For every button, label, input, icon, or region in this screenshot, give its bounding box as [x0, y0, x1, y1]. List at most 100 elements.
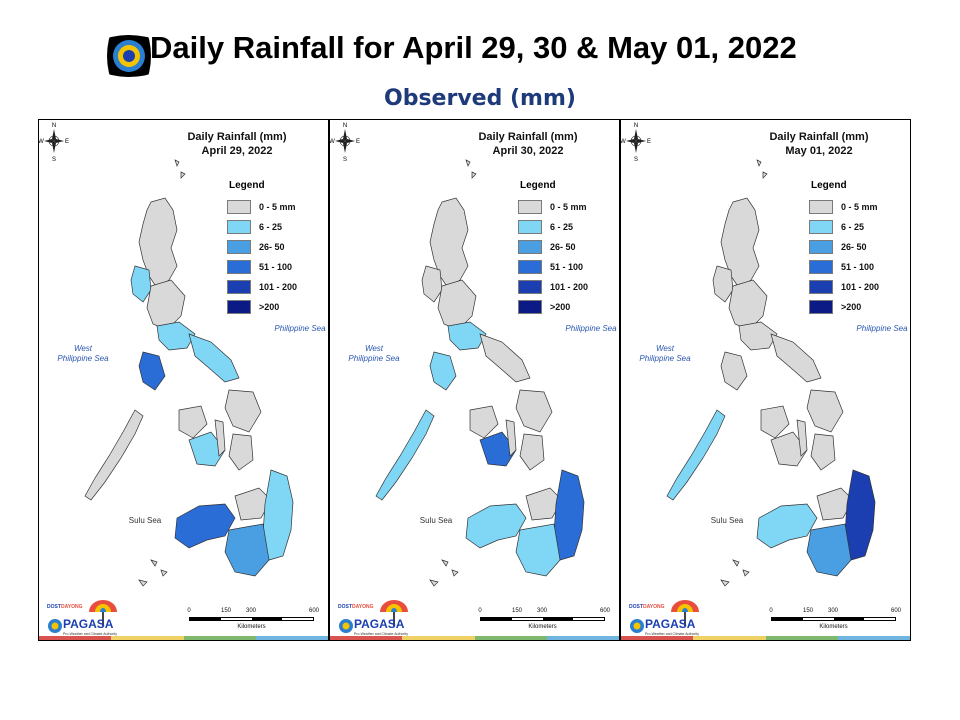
svg-text:DOST: DOST: [629, 604, 643, 610]
scale-tick: 0: [769, 608, 773, 614]
legend-item: >200: [227, 297, 327, 317]
legend-item: 51 - 100: [227, 257, 327, 277]
legend-item: >200: [809, 297, 909, 317]
legend-swatch: [809, 220, 833, 234]
philippine-sea-label: Philippine Sea: [565, 324, 617, 333]
compass-w: W: [39, 139, 44, 145]
legend-label: 6 - 25: [550, 222, 574, 232]
svg-text:DAYONG: DAYONG: [61, 604, 83, 610]
legend-item: 51 - 100: [809, 257, 909, 277]
panel-title-line1: Daily Rainfall (mm): [478, 131, 578, 143]
region-bicol: [479, 333, 531, 383]
west-philippine-sea-label: West Philippine Sea: [639, 344, 691, 363]
region-luzon-west: [421, 265, 443, 303]
region-leyte: [519, 433, 545, 471]
region-mindanao-south: [515, 523, 561, 577]
scale-unit-label: Kilometers: [237, 624, 266, 630]
color-stripe: [330, 636, 619, 640]
compass-w: W: [621, 139, 626, 145]
pagasa-footer-logo: DOST DAYONG PAGASA Pro-Weather and Clima…: [43, 598, 123, 638]
legend-item: 101 - 200: [809, 277, 909, 297]
legend-label: 0 - 5 mm: [550, 202, 587, 212]
legend-label: 0 - 5 mm: [841, 202, 878, 212]
region-mindanao-west: [756, 503, 818, 549]
legend-label: 0 - 5 mm: [259, 202, 296, 212]
philippines-map: [666, 159, 876, 587]
region-samar: [515, 389, 553, 433]
legend-label: 51 - 100: [259, 262, 293, 272]
svg-text:DOST: DOST: [338, 604, 352, 610]
pagasa-logo: [96, 24, 162, 88]
region-mindanao-south: [224, 523, 270, 577]
legend-label: >200: [550, 302, 571, 312]
scale-bar: 0 150 300 600 Kilometers: [761, 608, 906, 638]
legend-swatch: [518, 260, 542, 274]
panel-title-line1: Daily Rainfall (mm): [187, 131, 287, 143]
legend: Legend 0 - 5 mm 6 - 25 26- 50 51 - 100 101 -…: [518, 180, 618, 317]
region-sulu-islands: [429, 559, 459, 587]
region-mindoro: [138, 351, 166, 391]
legend-title: Legend: [229, 180, 265, 191]
region-visayas: [188, 431, 226, 467]
panel-date: April 29, 2022: [201, 145, 273, 157]
scale-unit-label: Kilometers: [528, 624, 557, 630]
legend-item: 0 - 5 mm: [518, 197, 618, 217]
region-mindanao-south: [806, 523, 852, 577]
philippine-sea-label: Philippine Sea: [856, 324, 908, 333]
region-luzon-west: [712, 265, 734, 303]
legend-label: 51 - 100: [550, 262, 584, 272]
philippines-map: [375, 159, 585, 587]
region-bicol: [188, 333, 240, 383]
legend-item: 0 - 5 mm: [809, 197, 909, 217]
compass-n: N: [52, 123, 56, 129]
legend-swatch: [518, 200, 542, 214]
legend-label: 101 - 200: [259, 282, 298, 292]
region-visayas-panay: [469, 405, 499, 439]
svg-text:Pro-Weather and Climate Author: Pro-Weather and Climate Authority: [645, 632, 699, 636]
philippines-map: [84, 159, 294, 587]
legend-swatch: [518, 300, 542, 314]
region-mindanao-west: [465, 503, 527, 549]
legend-swatch: [518, 220, 542, 234]
legend-label: 26- 50: [259, 242, 285, 252]
sulu-sea-label: Sulu Sea: [419, 516, 453, 525]
compass-e: E: [647, 139, 651, 145]
svg-text:PAGASA: PAGASA: [354, 617, 405, 631]
west-philippine-sea-label: West Philippine Sea: [57, 344, 109, 363]
legend-title: Legend: [520, 180, 556, 191]
compass-s: S: [52, 157, 56, 162]
legend-swatch: [809, 200, 833, 214]
region-batanes: [756, 159, 768, 179]
color-stripe: [621, 636, 910, 640]
legend-item: 0 - 5 mm: [227, 197, 327, 217]
legend-swatch: [227, 260, 251, 274]
scale-tick: 600: [599, 608, 611, 614]
legend-swatch: [518, 240, 542, 254]
panel-title: Daily Rainfall (mm) April 30, 2022: [453, 130, 603, 158]
region-visayas-panay: [760, 405, 790, 439]
region-palawan: [375, 409, 435, 501]
color-stripe: [39, 636, 328, 640]
region-visayas: [479, 431, 517, 467]
scale-tick: 0: [187, 608, 191, 614]
svg-text:DAYONG: DAYONG: [643, 604, 665, 610]
scale-tick: 600: [890, 608, 902, 614]
legend-swatch: [227, 200, 251, 214]
region-mindoro: [429, 351, 457, 391]
legend-swatch: [809, 300, 833, 314]
region-luzon-south: [156, 321, 196, 351]
region-luzon-south: [447, 321, 487, 351]
region-batanes: [174, 159, 186, 179]
scale-tick: 300: [827, 608, 839, 614]
region-mindanao-east: [844, 469, 876, 561]
scale-tick: 150: [220, 608, 232, 614]
legend-item: 26- 50: [518, 237, 618, 257]
region-luzon-south: [738, 321, 778, 351]
region-cebu-bohol: [505, 419, 517, 457]
legend-swatch: [809, 240, 833, 254]
legend-item: 6 - 25: [227, 217, 327, 237]
legend-label: 51 - 100: [841, 262, 875, 272]
legend-item: 26- 50: [809, 237, 909, 257]
legend-swatch: [227, 280, 251, 294]
legend-item: 51 - 100: [518, 257, 618, 277]
